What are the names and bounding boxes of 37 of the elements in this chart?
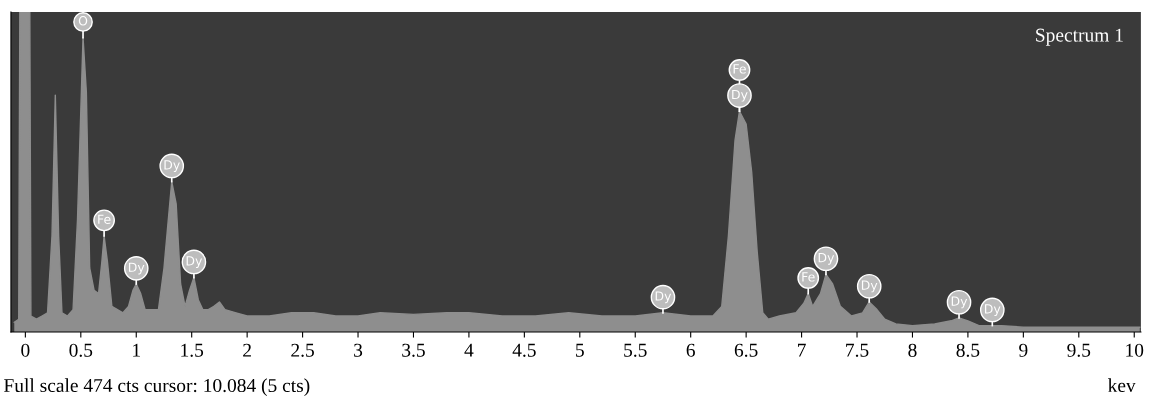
- annotation: Fe: [802, 272, 815, 282]
- x-tick-label: 9.5: [1067, 343, 1091, 357]
- text: Full scale 474 cts cursor: 10.084 (5 cts): [4, 378, 310, 396]
- x-tick-label: 2: [243, 343, 251, 357]
- annotation: Fe: [733, 64, 746, 74]
- x-tick-label: 7: [798, 343, 806, 357]
- x-tick-label: 4: [464, 343, 474, 357]
- annotation: Dy: [164, 160, 180, 172]
- x-axis-title: kev: [1108, 378, 1136, 393]
- annotation: Dy: [985, 304, 1001, 316]
- x-tick-label: 5.5: [624, 343, 647, 357]
- x-tick-label: 6: [686, 343, 695, 357]
- annotation: Dy: [818, 253, 835, 265]
- x-tick-label: 7.5: [846, 343, 869, 357]
- x-tick-label: 8.5: [956, 343, 980, 357]
- x-tick-label: 9: [1019, 343, 1028, 357]
- x-tick-label: 5: [576, 343, 584, 357]
- x-tick-label: 8: [908, 343, 917, 357]
- x-tick-label: 4.5: [512, 343, 536, 357]
- x-tick-label: 1: [133, 343, 140, 357]
- annotation: Dy: [128, 262, 145, 275]
- x-tick-label: 1.5: [181, 343, 204, 357]
- annotation: Dy: [732, 89, 748, 102]
- x-tick-label: 3.5: [402, 343, 425, 357]
- annotation: Fe: [98, 214, 111, 224]
- x-tick-label: 3: [354, 343, 363, 357]
- x-tick-label: 10: [1126, 343, 1144, 357]
- annotation: Spectrum 1: [1036, 28, 1123, 46]
- x-tick-label: 2.5: [291, 343, 314, 357]
- annotation: Dy: [655, 291, 672, 304]
- annotation: Dy: [186, 256, 203, 268]
- annotation: Dy: [861, 280, 878, 293]
- x-tick-label: 6.5: [734, 343, 758, 357]
- x-tick-label: 0.5: [69, 343, 93, 357]
- annotation: O: [78, 16, 88, 26]
- annotation: Dy: [951, 296, 968, 309]
- x-tick-label: 0: [21, 343, 30, 357]
